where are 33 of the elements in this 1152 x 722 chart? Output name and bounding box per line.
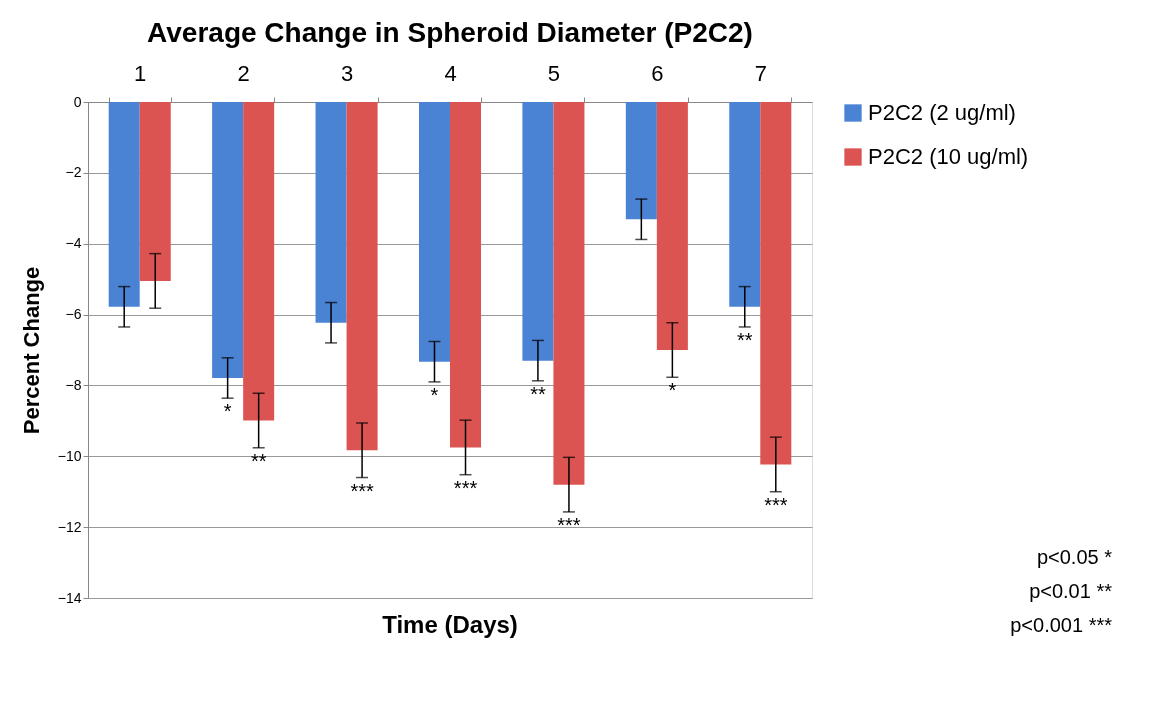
- text: p<0.001 ***: [1010, 614, 1113, 636]
- y-tick-label: −6: [65, 306, 82, 323]
- y-tick-label: 0: [73, 93, 82, 110]
- annotation: ***: [764, 493, 788, 516]
- x-tick-label: 7: [754, 60, 767, 86]
- text: p<0.05 *: [1036, 546, 1113, 568]
- x-tick-label: 1: [134, 60, 147, 86]
- annotation: **: [736, 328, 753, 351]
- annotation: *: [668, 379, 677, 402]
- x-tick-label: 3: [340, 60, 354, 86]
- annotation: ***: [453, 476, 478, 499]
- y-tick-label: −8: [65, 376, 82, 393]
- y-tick-label: −14: [57, 589, 82, 606]
- legend-label: P2C2 (10 ug/ml): [868, 144, 1029, 169]
- x-tick-label: 4: [444, 60, 457, 86]
- annotation: *: [430, 383, 439, 406]
- y-axis-title: Percent Change: [18, 266, 44, 435]
- annotation: ***: [557, 513, 581, 536]
- annotation: ***: [350, 479, 374, 502]
- y-tick-label: −12: [57, 518, 82, 535]
- chart-title: Average Change in Spheroid Diameter (P2C2): [147, 17, 753, 48]
- annotation: *: [223, 400, 232, 423]
- x-tick-label: 5: [547, 60, 561, 86]
- x-axis-title: Time (Days): [382, 611, 518, 638]
- y-tick-label: −4: [65, 235, 82, 252]
- x-tick-label: 6: [651, 60, 664, 86]
- y-tick-label: −10: [57, 447, 82, 464]
- annotation: **: [250, 449, 267, 472]
- legend-label: P2C2 (2 ug/ml): [868, 100, 1016, 125]
- x-tick-label: 2: [237, 60, 250, 86]
- annotation: **: [530, 382, 546, 405]
- y-tick-label: −2: [65, 164, 82, 181]
- text: p<0.01 **: [1029, 580, 1113, 602]
